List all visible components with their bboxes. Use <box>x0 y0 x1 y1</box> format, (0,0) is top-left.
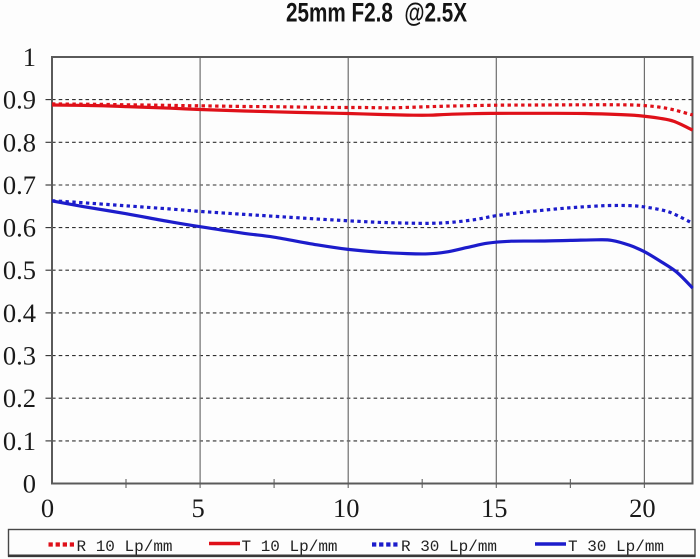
svg-text:0.8: 0.8 <box>3 127 36 157</box>
svg-text:25mm F2.8 @2.5X: 25mm F2.8 @2.5X <box>286 0 467 28</box>
svg-text:0.2: 0.2 <box>3 383 36 413</box>
svg-text:0.1: 0.1 <box>3 426 36 456</box>
svg-text:0.9: 0.9 <box>3 85 36 115</box>
svg-text:15: 15 <box>481 493 508 523</box>
svg-text:0.4: 0.4 <box>3 298 36 328</box>
svg-text:0: 0 <box>23 469 36 499</box>
svg-text:R 30 Lp/mm: R 30 Lp/mm <box>401 538 497 556</box>
svg-text:T 10 Lp/mm: T 10 Lp/mm <box>242 538 338 556</box>
svg-text:10: 10 <box>333 493 360 523</box>
svg-text:T 30 Lp/mm: T 30 Lp/mm <box>568 538 664 556</box>
svg-text:0: 0 <box>41 493 54 523</box>
svg-text:1: 1 <box>23 42 36 72</box>
svg-text:R 10 Lp/mm: R 10 Lp/mm <box>77 538 173 556</box>
svg-text:0.3: 0.3 <box>3 341 36 371</box>
svg-text:0.6: 0.6 <box>3 213 36 243</box>
svg-text:0.5: 0.5 <box>3 255 36 285</box>
svg-text:5: 5 <box>191 493 204 523</box>
svg-text:0.7: 0.7 <box>3 170 36 200</box>
svg-text:20: 20 <box>629 493 656 523</box>
